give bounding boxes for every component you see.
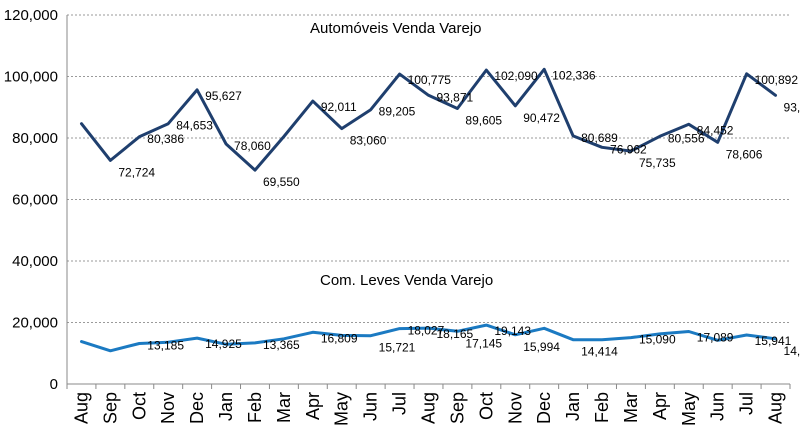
data-label: 13,365 (263, 338, 300, 352)
series-title-leves: Com. Leves Venda Varejo (320, 272, 493, 289)
x-tick-label: Mar (621, 392, 641, 423)
y-tick-label: 100,000 (4, 69, 58, 86)
data-label: 17,089 (697, 330, 734, 344)
data-label: 93,871 (437, 90, 474, 104)
data-label: 19,143 (494, 324, 531, 338)
x-axis-ticks: Aug Sep Oct Nov Dec Jan Feb Mar Apr May Jun Jul Aug S… (71, 392, 785, 426)
x-tick-label: Apr (650, 392, 670, 420)
x-tick-label: Jan (216, 392, 236, 421)
x-tick-label: Mar (274, 392, 294, 423)
data-label: 18,165 (437, 327, 474, 341)
x-tick-label: Sep (100, 392, 120, 424)
x-tick-label: Aug (419, 392, 439, 424)
data-label: 76,962 (610, 142, 647, 156)
y-tick-label: 60,000 (12, 192, 58, 209)
data-label: 15,994 (523, 340, 560, 354)
data-label: 14,414 (581, 345, 618, 359)
data-label: 14,925 (205, 337, 242, 351)
data-label: 78,060 (234, 139, 271, 153)
y-axis-ticks: 0 20,000 40,000 60,000 80,000 100,000 120,000 (4, 7, 58, 393)
series-title-automoveis: Automóveis Venda Varejo (310, 20, 482, 37)
data-label: 83,060 (350, 134, 387, 148)
x-tick-label: Sep (447, 392, 467, 424)
x-tick-label: Feb (245, 392, 265, 423)
x-tick-label: Oct (129, 392, 149, 420)
x-tick-label: Aug (71, 392, 91, 424)
x-tick-label: Jun (708, 392, 728, 421)
data-label: 13,185 (147, 338, 184, 352)
x-tick-label: May (679, 392, 699, 426)
data-label: 80,386 (147, 132, 184, 146)
data-label: 15,090 (639, 333, 676, 347)
y-tick-label: 80,000 (12, 130, 58, 147)
data-label: 15,721 (379, 341, 416, 355)
x-tick-label: Dec (534, 392, 554, 424)
data-label: 93,893 (784, 100, 800, 114)
x-tick-label: Jan (563, 392, 583, 421)
data-label: 90,472 (523, 111, 560, 125)
data-label: 100,892 (755, 73, 799, 87)
data-label: 14,689 (784, 344, 800, 358)
x-tick-label: Aug (766, 392, 786, 424)
y-tick-label: 120,000 (4, 7, 58, 24)
x-tick-label: Nov (505, 392, 525, 424)
data-label: 84,452 (697, 123, 734, 137)
data-label: 84,653 (176, 119, 213, 133)
data-label: 78,606 (726, 147, 763, 161)
series-line-leves (80, 323, 777, 353)
data-label: 89,605 (465, 113, 502, 127)
x-tick-label: Jul (390, 392, 410, 415)
data-label: 102,090 (494, 69, 538, 83)
data-label: 16,809 (321, 331, 358, 345)
x-tick-label: May (332, 392, 352, 426)
y-tick-label: 20,000 (12, 315, 58, 332)
y-tick-label: 0 (50, 376, 58, 393)
x-tick-label: Apr (303, 392, 323, 420)
data-label: 100,775 (408, 73, 452, 87)
x-tick-label: Jul (737, 392, 757, 415)
data-label: 69,550 (263, 175, 300, 189)
data-label: 89,205 (379, 105, 416, 119)
data-label: 80,689 (581, 131, 618, 145)
x-tick-label: Nov (158, 392, 178, 424)
data-label: 18,027 (408, 324, 445, 338)
data-label: 95,627 (205, 89, 242, 103)
y-tick-label: 40,000 (12, 253, 58, 270)
series-lines (80, 67, 777, 353)
gridlines (67, 14, 790, 323)
data-label: 15,941 (755, 334, 792, 348)
data-label: 102,336 (552, 68, 596, 82)
data-label: 72,724 (118, 165, 155, 179)
data-label: 80,556 (668, 131, 705, 145)
axes (66, 15, 791, 389)
x-tick-label: Dec (187, 392, 207, 424)
x-tick-label: Jun (361, 392, 381, 421)
data-label: 75,735 (639, 156, 676, 170)
data-label: 17,145 (465, 336, 502, 350)
x-tick-label: Feb (592, 392, 612, 423)
series-line-automoveis (80, 67, 777, 172)
x-tick-label: Oct (476, 392, 496, 420)
data-label: 92,011 (321, 100, 357, 114)
